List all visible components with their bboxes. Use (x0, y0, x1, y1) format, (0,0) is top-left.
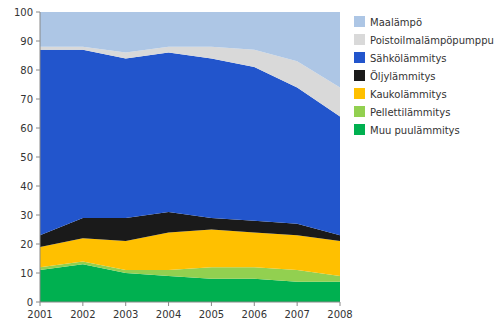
legend-swatch (354, 52, 365, 63)
x-tick (254, 302, 255, 306)
legend-swatch (354, 16, 365, 27)
y-tick-label: 80 (20, 65, 33, 76)
x-axis (40, 302, 340, 303)
y-tick (36, 41, 40, 42)
legend-swatch (354, 106, 365, 117)
x-tick-label: 2007 (284, 309, 309, 320)
y-tick-label: 20 (20, 239, 33, 250)
chart: 0 10 20 30 40 50 60 70 80 90 100 2001 2002 2003 2004 20… (0, 0, 501, 328)
x-tick-label: 2001 (27, 309, 52, 320)
areas (40, 12, 340, 302)
legend-swatch (354, 124, 365, 135)
y-tick (36, 12, 40, 13)
legend-swatch (354, 70, 365, 81)
x-tick (168, 302, 169, 306)
legend-label: Kaukolämmitys (370, 89, 447, 100)
x-tick-label: 2002 (70, 309, 95, 320)
y-tick (36, 99, 40, 100)
x-tick (211, 302, 212, 306)
y-tick (36, 70, 40, 71)
y-tick-label: 70 (20, 94, 33, 105)
y-tick-label: 30 (20, 210, 33, 221)
y-tick-label: 50 (20, 152, 33, 163)
y-tick-label: 40 (20, 181, 33, 192)
x-tick-label: 2008 (327, 309, 352, 320)
y-tick (36, 215, 40, 216)
x-tick (40, 302, 41, 306)
x-tick (297, 302, 298, 306)
y-tick (36, 186, 40, 187)
legend-label: Pellettilämmitys (370, 107, 450, 118)
y-tick-label: 100 (14, 7, 33, 18)
x-tick-label: 2006 (242, 309, 267, 320)
area (40, 12, 340, 87)
x-tick (340, 302, 341, 306)
legend-swatch (354, 34, 365, 45)
y-tick (36, 157, 40, 158)
x-tick-label: 2003 (113, 309, 138, 320)
y-tick (36, 302, 40, 303)
legend-label: Poistoilmalämpöpumppu (370, 35, 494, 46)
x-tick (82, 302, 83, 306)
y-tick-label: 10 (20, 268, 33, 279)
x-tick-label: 2004 (156, 309, 181, 320)
legend-label: Öljylämmitys (370, 70, 436, 82)
legend-label: Muu puulämmitys (370, 125, 460, 136)
x-tick-label: 2005 (199, 309, 224, 320)
legend-label: Maalämpö (370, 17, 422, 28)
y-tick-label: 90 (20, 36, 33, 47)
y-tick (36, 128, 40, 129)
legend: Maalämpö Poistoilmalämpöpumppu Sähkölämmit… (354, 16, 494, 136)
y-tick-label: 0 (27, 297, 33, 308)
y-tick (36, 244, 40, 245)
legend-label: Sähkölämmitys (370, 53, 447, 64)
x-tick (125, 302, 126, 306)
y-tick (36, 273, 40, 274)
legend-swatch (354, 88, 365, 99)
y-tick-label: 60 (20, 123, 33, 134)
